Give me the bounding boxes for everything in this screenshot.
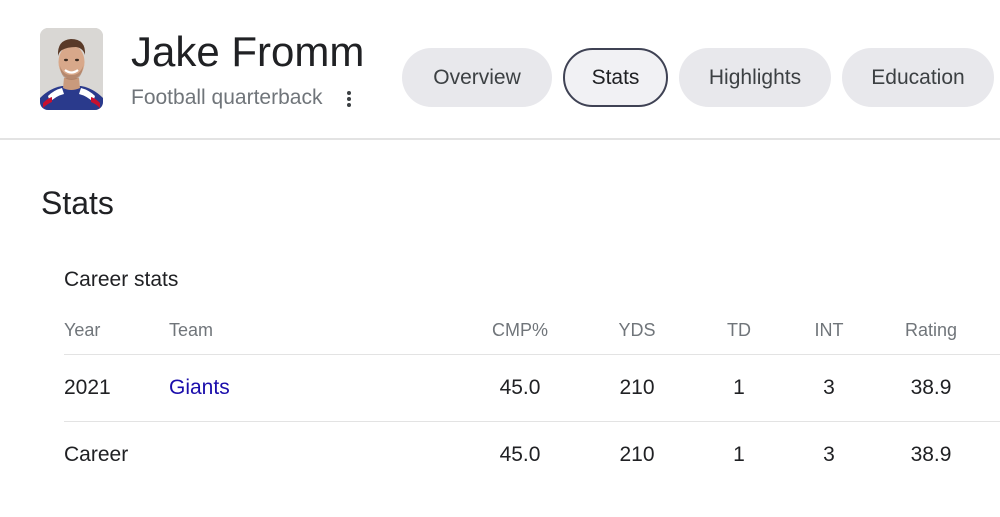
cell-td: 1 (733, 443, 745, 466)
career-stats-title: Career stats (64, 268, 179, 291)
cell-int: 3 (823, 443, 835, 466)
cell-yds: 210 (619, 376, 655, 399)
tab-education[interactable]: Education (842, 48, 994, 107)
player-avatar[interactable] (40, 28, 103, 110)
column-header-int: INT (814, 319, 844, 340)
cell-int: 3 (823, 376, 835, 399)
column-header-year: Year (64, 319, 101, 340)
column-header-td: TD (727, 319, 751, 340)
column-header-rating: Rating (904, 319, 958, 340)
cell-year: Career (64, 443, 129, 466)
tab-stats[interactable]: Stats (563, 48, 668, 107)
cell-td: 1 (733, 376, 745, 399)
page-subtitle: Football quarterback (131, 86, 323, 109)
table-row-career-total: Career 45.0 210 1 3 38.9 (64, 421, 1000, 488)
cell-rating: 38.9 (910, 443, 952, 466)
table-row: 2021 Giants 45.0 210 1 3 38.9 (64, 354, 1000, 421)
section-title: Stats (41, 185, 114, 221)
column-header-cmp: CMP% (491, 319, 548, 340)
more-options-button[interactable] (336, 86, 362, 112)
more-vert-icon (347, 91, 351, 107)
player-headshot-icon (40, 28, 103, 110)
tab-overview[interactable]: Overview (402, 48, 552, 107)
column-header-team: Team (169, 319, 214, 340)
cell-yds: 210 (619, 443, 655, 466)
team-link[interactable]: Giants (169, 376, 230, 399)
cell-rating: 38.9 (910, 376, 952, 399)
career-stats-table: Year Team CMP% YDS TD INT Rating 2021 Gi… (64, 306, 1000, 488)
tab-highlights[interactable]: Highlights (679, 48, 831, 107)
table-header-row: Year Team CMP% YDS TD INT Rating (64, 306, 1000, 354)
cell-cmp: 45.0 (499, 376, 541, 399)
page-title: Jake Fromm (131, 28, 365, 75)
cell-year: 2021 (64, 376, 111, 399)
cell-cmp: 45.0 (499, 443, 541, 466)
column-header-yds: YDS (618, 319, 656, 340)
header: Jake Fromm Football quarterback Overview… (0, 0, 1000, 140)
